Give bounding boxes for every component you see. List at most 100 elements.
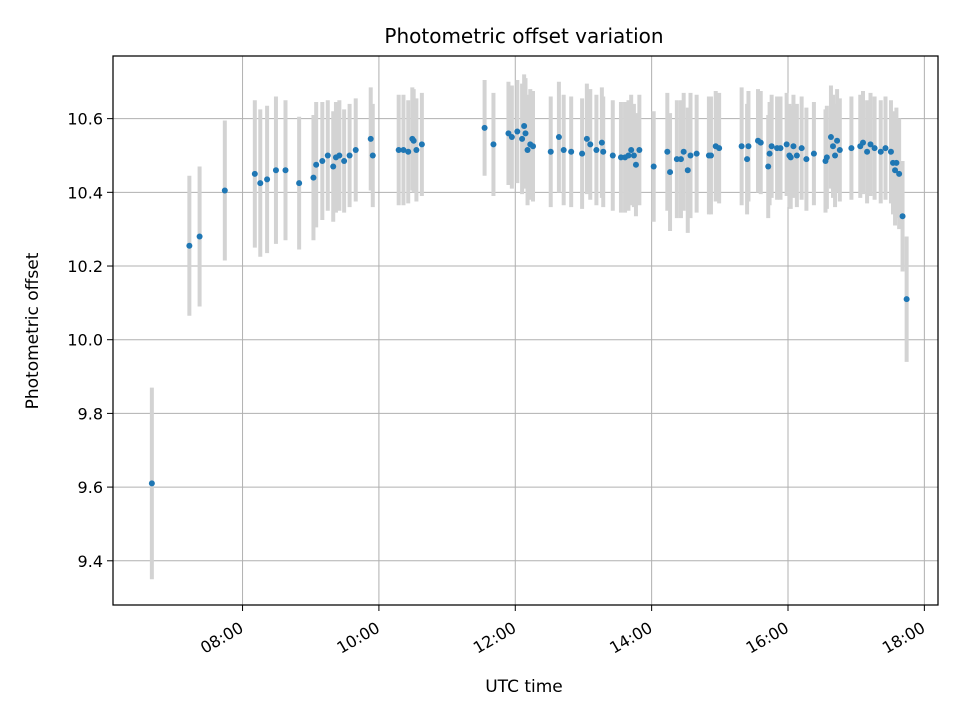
data-point bbox=[555, 134, 562, 141]
data-point bbox=[667, 169, 674, 176]
data-point bbox=[405, 148, 412, 155]
data-point bbox=[400, 146, 407, 153]
data-point bbox=[196, 233, 203, 240]
data-point bbox=[745, 143, 752, 150]
data-point bbox=[693, 150, 700, 157]
data-point bbox=[547, 148, 554, 155]
data-point bbox=[324, 152, 331, 159]
data-point bbox=[524, 146, 531, 153]
data-point bbox=[593, 146, 600, 153]
data-point bbox=[521, 123, 528, 130]
data-point bbox=[882, 145, 889, 152]
data-point bbox=[871, 145, 878, 152]
data-point bbox=[628, 146, 635, 153]
chart-title: Photometric offset variation bbox=[384, 24, 663, 48]
data-point bbox=[823, 154, 830, 161]
data-point bbox=[522, 130, 529, 137]
data-point bbox=[766, 150, 773, 157]
data-point bbox=[587, 141, 594, 148]
data-point bbox=[625, 152, 632, 159]
data-point bbox=[848, 145, 855, 152]
data-point bbox=[367, 135, 374, 142]
data-point bbox=[864, 148, 871, 155]
data-point bbox=[636, 146, 643, 153]
data-point bbox=[481, 124, 488, 131]
data-point bbox=[716, 145, 723, 152]
data-point bbox=[330, 163, 337, 170]
data-point bbox=[896, 170, 903, 177]
data-point bbox=[341, 158, 348, 165]
data-point bbox=[893, 159, 900, 166]
data-point bbox=[313, 161, 320, 168]
data-point bbox=[418, 141, 425, 148]
y-axis-title: Photometric offset bbox=[23, 252, 43, 409]
data-point bbox=[186, 242, 193, 249]
data-point bbox=[413, 146, 420, 153]
data-point bbox=[803, 156, 810, 163]
data-point bbox=[490, 141, 497, 148]
y-tick-label: 10.6 bbox=[67, 110, 103, 129]
data-point bbox=[892, 167, 899, 174]
data-point bbox=[519, 135, 526, 142]
data-point bbox=[680, 148, 687, 155]
data-point bbox=[650, 163, 657, 170]
data-point bbox=[684, 167, 691, 174]
y-tick-label: 10.4 bbox=[67, 183, 103, 202]
data-point bbox=[877, 148, 884, 155]
data-point bbox=[768, 143, 775, 150]
data-point bbox=[336, 152, 343, 159]
y-tick-label: 9.4 bbox=[78, 552, 103, 571]
data-point bbox=[560, 146, 567, 153]
data-points bbox=[148, 123, 910, 487]
data-point bbox=[148, 480, 155, 487]
data-point bbox=[319, 158, 326, 165]
data-point bbox=[598, 139, 605, 146]
data-point bbox=[568, 148, 575, 155]
data-point bbox=[834, 137, 841, 144]
data-point bbox=[793, 152, 800, 159]
data-point bbox=[632, 161, 639, 168]
y-tick-label: 10.0 bbox=[67, 331, 103, 350]
data-point bbox=[903, 296, 910, 303]
data-point bbox=[707, 152, 714, 159]
data-point bbox=[738, 143, 745, 150]
data-point bbox=[296, 180, 303, 187]
data-point bbox=[369, 152, 376, 159]
data-point bbox=[395, 146, 402, 153]
data-point bbox=[790, 143, 797, 150]
data-point bbox=[687, 152, 694, 159]
data-point bbox=[583, 135, 590, 142]
x-axis-title: UTC time bbox=[485, 677, 563, 697]
y-tick-label: 9.6 bbox=[78, 478, 103, 497]
data-point bbox=[346, 152, 353, 159]
data-point bbox=[221, 187, 228, 194]
data-point bbox=[810, 150, 817, 157]
y-tick-label: 9.8 bbox=[78, 404, 103, 423]
data-point bbox=[887, 148, 894, 155]
data-point bbox=[272, 167, 279, 174]
data-point bbox=[744, 156, 751, 163]
data-point bbox=[867, 141, 874, 148]
plot-frame bbox=[112, 55, 939, 606]
data-point bbox=[310, 174, 317, 181]
data-point bbox=[251, 170, 258, 177]
data-point bbox=[798, 145, 805, 152]
data-point bbox=[827, 134, 834, 141]
data-point bbox=[899, 213, 906, 220]
data-point bbox=[777, 145, 784, 152]
data-point bbox=[664, 148, 671, 155]
data-point bbox=[677, 156, 684, 163]
data-point bbox=[579, 150, 586, 157]
data-point bbox=[630, 152, 637, 159]
data-point bbox=[530, 143, 536, 150]
data-point bbox=[282, 167, 289, 174]
data-point bbox=[352, 146, 359, 153]
data-point bbox=[832, 152, 839, 159]
data-point bbox=[257, 180, 264, 187]
data-point bbox=[757, 139, 764, 146]
data-point bbox=[609, 152, 616, 159]
data-point bbox=[783, 141, 790, 148]
